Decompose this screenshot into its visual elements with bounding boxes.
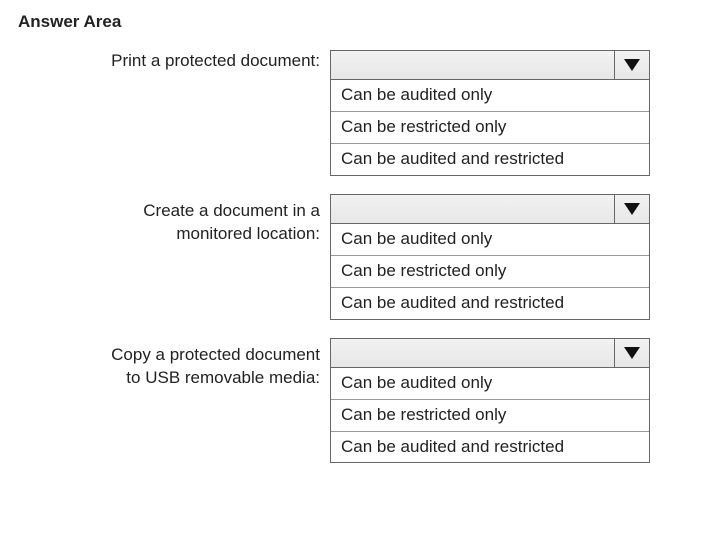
dropdown-field[interactable] <box>331 51 615 79</box>
question-label: Copy a protected document to USB removab… <box>18 338 330 390</box>
dropdown-option[interactable]: Can be restricted only <box>331 112 649 144</box>
dropdown-option[interactable]: Can be audited and restricted <box>331 144 649 175</box>
dropdown-option[interactable]: Can be audited and restricted <box>331 288 649 319</box>
answer-control: Can be audited only Can be restricted on… <box>330 338 650 464</box>
answer-dropdown[interactable] <box>330 194 650 224</box>
answer-dropdown[interactable] <box>330 338 650 368</box>
label-line: monitored location: <box>18 223 320 246</box>
page-title: Answer Area <box>18 12 690 32</box>
dropdown-option[interactable]: Can be restricted only <box>331 400 649 432</box>
dropdown-option[interactable]: Can be audited only <box>331 224 649 256</box>
label-line: Print a protected document: <box>111 51 320 70</box>
question-label: Print a protected document: <box>18 50 330 73</box>
dropdown-option[interactable]: Can be audited only <box>331 80 649 112</box>
dropdown-field[interactable] <box>331 195 615 223</box>
answer-control: Can be audited only Can be restricted on… <box>330 194 650 320</box>
dropdown-options: Can be audited only Can be restricted on… <box>330 80 650 176</box>
chevron-down-icon[interactable] <box>615 51 649 79</box>
dropdown-option[interactable]: Can be restricted only <box>331 256 649 288</box>
dropdown-options: Can be audited only Can be restricted on… <box>330 368 650 464</box>
question-row: Create a document in a monitored locatio… <box>18 194 690 320</box>
chevron-down-icon[interactable] <box>615 339 649 367</box>
question-row: Print a protected document: Can be audit… <box>18 50 690 176</box>
dropdown-field[interactable] <box>331 339 615 367</box>
dropdown-options: Can be audited only Can be restricted on… <box>330 224 650 320</box>
question-label: Create a document in a monitored locatio… <box>18 194 330 246</box>
dropdown-option[interactable]: Can be audited and restricted <box>331 432 649 463</box>
label-line: to USB removable media: <box>18 367 320 390</box>
question-row: Copy a protected document to USB removab… <box>18 338 690 464</box>
chevron-down-icon[interactable] <box>615 195 649 223</box>
label-line: Create a document in a <box>18 200 320 223</box>
label-line: Copy a protected document <box>18 344 320 367</box>
answer-control: Can be audited only Can be restricted on… <box>330 50 650 176</box>
dropdown-option[interactable]: Can be audited only <box>331 368 649 400</box>
answer-dropdown[interactable] <box>330 50 650 80</box>
